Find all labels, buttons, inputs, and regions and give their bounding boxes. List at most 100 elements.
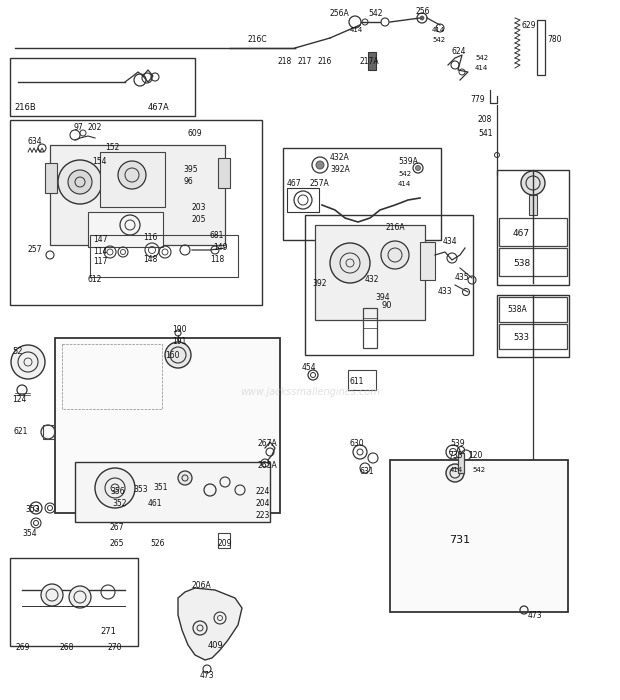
Circle shape xyxy=(521,171,545,195)
Circle shape xyxy=(415,165,420,171)
Text: 148: 148 xyxy=(143,255,157,263)
Text: 414: 414 xyxy=(475,65,489,71)
Text: 630: 630 xyxy=(350,440,365,449)
Text: 432A: 432A xyxy=(330,153,350,162)
Text: 609: 609 xyxy=(188,129,203,137)
Bar xyxy=(368,52,376,70)
Text: 118: 118 xyxy=(210,256,224,265)
Text: 90: 90 xyxy=(382,300,392,309)
Text: 208: 208 xyxy=(478,116,492,125)
Bar xyxy=(75,462,270,522)
Circle shape xyxy=(41,584,63,606)
Text: 114: 114 xyxy=(93,246,107,256)
Bar xyxy=(497,295,569,357)
Circle shape xyxy=(11,345,45,379)
Text: 733: 733 xyxy=(448,451,463,459)
Text: 204: 204 xyxy=(255,500,270,508)
Text: 354: 354 xyxy=(22,528,37,538)
Bar xyxy=(458,453,464,473)
Text: 267A: 267A xyxy=(258,438,278,447)
Bar xyxy=(348,370,376,390)
Circle shape xyxy=(58,160,102,204)
Text: 271: 271 xyxy=(100,627,116,636)
Text: 414: 414 xyxy=(432,27,445,33)
Circle shape xyxy=(316,161,324,169)
Polygon shape xyxy=(178,588,242,660)
Text: 461: 461 xyxy=(148,500,162,508)
Bar xyxy=(499,297,567,322)
Text: 409: 409 xyxy=(208,640,224,650)
Text: 267: 267 xyxy=(110,524,125,533)
Text: 467: 467 xyxy=(513,228,530,237)
Text: 224: 224 xyxy=(255,487,269,496)
Text: 433: 433 xyxy=(438,288,453,297)
Text: 216A: 216A xyxy=(385,223,405,232)
Text: 217: 217 xyxy=(298,57,312,66)
Text: 269: 269 xyxy=(15,643,30,652)
Text: 147: 147 xyxy=(93,235,107,244)
Text: 541: 541 xyxy=(478,129,492,137)
Text: 191: 191 xyxy=(172,337,187,346)
Text: 116: 116 xyxy=(143,234,157,242)
Text: 356: 356 xyxy=(110,487,125,496)
Text: 97: 97 xyxy=(73,123,82,132)
Text: 265: 265 xyxy=(110,538,125,547)
Text: 52: 52 xyxy=(12,347,22,356)
Bar xyxy=(499,248,567,276)
Bar xyxy=(529,195,537,215)
Text: 681: 681 xyxy=(210,232,224,241)
Text: 542: 542 xyxy=(475,55,488,61)
Circle shape xyxy=(330,243,370,283)
Text: 217A: 217A xyxy=(360,57,379,66)
Text: 434: 434 xyxy=(443,237,458,246)
Text: 432: 432 xyxy=(365,276,379,284)
Bar xyxy=(287,188,319,212)
Text: 353: 353 xyxy=(25,505,40,514)
Text: 473: 473 xyxy=(528,612,542,620)
Text: 539A: 539A xyxy=(398,158,418,167)
Text: 624: 624 xyxy=(452,48,466,57)
Text: 216B: 216B xyxy=(14,104,36,113)
Circle shape xyxy=(95,468,135,508)
Text: 257: 257 xyxy=(28,246,43,255)
Text: 634: 634 xyxy=(28,137,43,146)
Text: 395: 395 xyxy=(183,165,198,174)
Text: 538A: 538A xyxy=(507,305,527,314)
Text: 533: 533 xyxy=(513,332,529,342)
Bar xyxy=(43,425,54,439)
Bar xyxy=(499,324,567,349)
Bar xyxy=(10,558,138,646)
Circle shape xyxy=(420,16,424,20)
Bar xyxy=(420,242,435,280)
Text: 96: 96 xyxy=(183,178,193,186)
Text: 542: 542 xyxy=(432,37,445,43)
Bar xyxy=(90,235,238,277)
Text: 256: 256 xyxy=(415,6,430,15)
Bar xyxy=(10,58,195,116)
Text: 392A: 392A xyxy=(330,165,350,174)
Bar xyxy=(390,460,568,612)
Circle shape xyxy=(69,586,91,608)
Text: 414: 414 xyxy=(450,467,463,473)
Text: 117: 117 xyxy=(93,258,107,267)
Text: 120: 120 xyxy=(468,451,482,459)
Circle shape xyxy=(381,241,409,269)
Text: 152: 152 xyxy=(105,144,120,153)
Text: 731: 731 xyxy=(450,535,471,545)
Text: 779: 779 xyxy=(470,95,485,104)
Text: 414: 414 xyxy=(350,27,363,33)
Text: 124: 124 xyxy=(12,395,27,405)
Text: 467: 467 xyxy=(287,179,301,188)
Text: 216C: 216C xyxy=(248,36,268,45)
Text: 454: 454 xyxy=(302,363,317,372)
Bar xyxy=(218,533,230,548)
Bar xyxy=(315,225,425,320)
Text: 542: 542 xyxy=(368,10,383,18)
Text: www.jackssmallengines.com: www.jackssmallengines.com xyxy=(240,387,380,397)
Circle shape xyxy=(446,464,464,482)
Text: 205: 205 xyxy=(192,216,206,225)
Bar xyxy=(305,215,473,355)
Text: 612: 612 xyxy=(88,276,102,284)
Bar xyxy=(283,148,441,240)
Text: 160: 160 xyxy=(165,351,180,360)
